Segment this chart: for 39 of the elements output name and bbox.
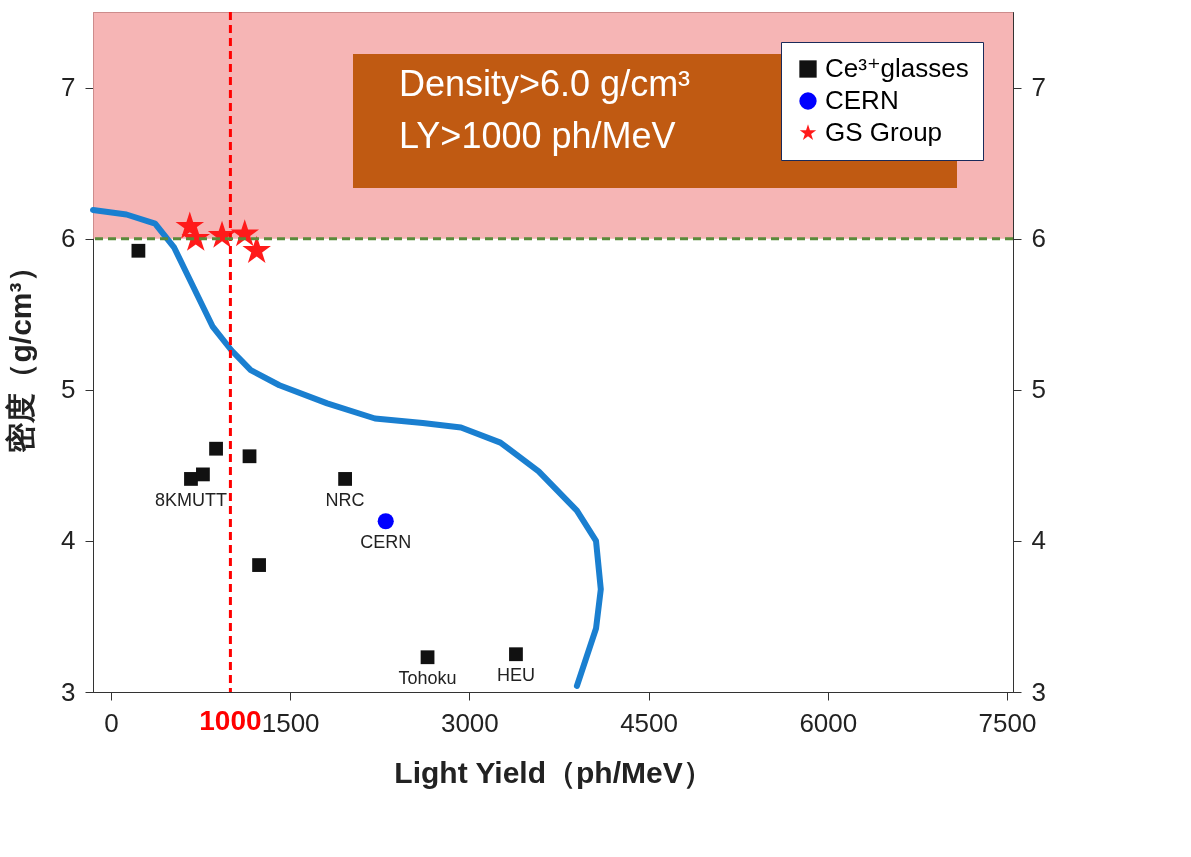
x-tick-label: 3000 bbox=[440, 707, 499, 738]
y2-tick-label: 6 bbox=[1031, 223, 1046, 254]
annotation: HEU bbox=[496, 665, 535, 686]
point bbox=[242, 449, 257, 464]
y-tick-label: 4 bbox=[61, 525, 76, 556]
point bbox=[242, 235, 271, 263]
point bbox=[209, 441, 223, 456]
annotation: 8KMUTT bbox=[154, 489, 227, 510]
x-tick-label: 6000 bbox=[799, 707, 858, 738]
annotation: Tohoku bbox=[398, 668, 457, 689]
ref-line-label: 1000 bbox=[199, 705, 262, 736]
point bbox=[196, 467, 210, 482]
y-tick-label: 5 bbox=[61, 374, 76, 405]
legend-label: Ce³⁺glasses bbox=[825, 53, 969, 83]
y-tick-label: 3 bbox=[61, 676, 76, 707]
x-tick-label: 0 bbox=[104, 707, 119, 738]
y-axis-title: 密度（g/cm³） bbox=[4, 252, 38, 453]
y2-tick-label: 5 bbox=[1031, 374, 1046, 405]
point bbox=[131, 243, 146, 258]
point bbox=[420, 650, 435, 665]
y-tick-label: 7 bbox=[61, 72, 76, 103]
annotation: CERN bbox=[360, 532, 412, 553]
y2-tick-label: 3 bbox=[1031, 676, 1046, 707]
y-tick-label: 6 bbox=[61, 223, 76, 254]
y2-tick-label: 7 bbox=[1031, 72, 1046, 103]
point bbox=[252, 558, 266, 572]
x-axis-title: Light Yield（ph/MeV） bbox=[394, 755, 713, 789]
point bbox=[184, 472, 198, 486]
annotation: NRC bbox=[325, 489, 365, 510]
point bbox=[338, 472, 352, 486]
x-tick-label: 7500 bbox=[978, 707, 1037, 738]
point bbox=[509, 647, 523, 662]
legend-label: CERN bbox=[825, 85, 899, 115]
y2-tick-label: 4 bbox=[1031, 525, 1046, 556]
annotation: Density>6.0 g/cm³ LY>1000 ph/MeV bbox=[399, 63, 691, 156]
point bbox=[377, 513, 394, 530]
x-tick-label: 1500 bbox=[261, 707, 320, 738]
legend-label: GS Group bbox=[825, 117, 943, 147]
x-tick-label: 4500 bbox=[620, 707, 679, 738]
